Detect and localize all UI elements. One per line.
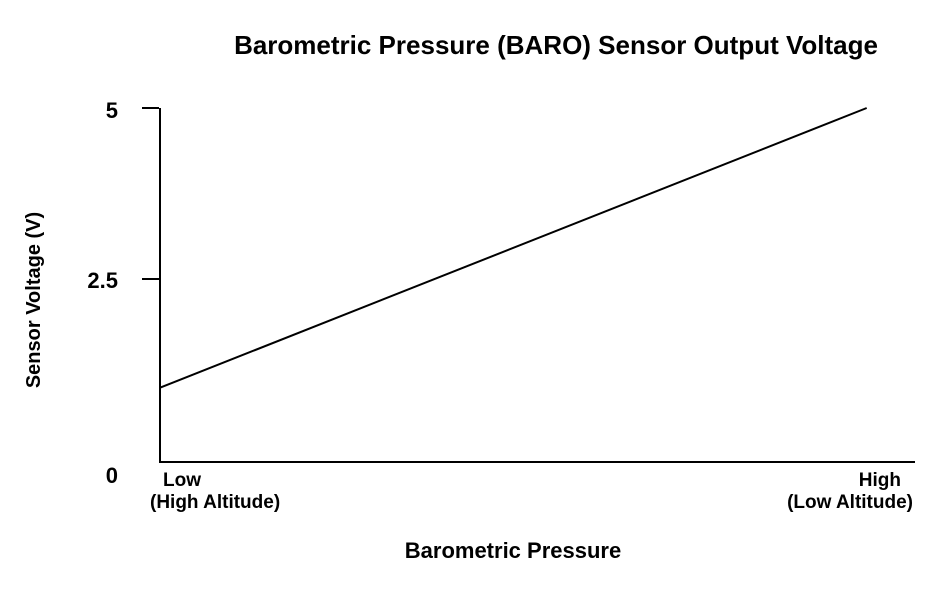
x-label-high-line2: (Low Altitude) <box>787 492 913 513</box>
chart-title: Barometric Pressure (BARO) Sensor Output… <box>234 30 878 60</box>
x-label-low-line2: (High Altitude) <box>150 492 280 513</box>
x-axis-title: Barometric Pressure <box>405 538 621 563</box>
x-label-low-line1: Low <box>163 470 201 491</box>
axis-lines <box>159 108 915 463</box>
y-axis-title: Sensor Voltage (V) <box>23 212 45 388</box>
y-tick-label-2-5: 2.5 <box>87 268 118 293</box>
y-tick-label-5: 5 <box>106 98 118 123</box>
x-label-high-line1: High <box>859 470 901 491</box>
y-tick-label-0: 0 <box>106 463 118 488</box>
sensor-output-voltage-line <box>159 107 868 389</box>
